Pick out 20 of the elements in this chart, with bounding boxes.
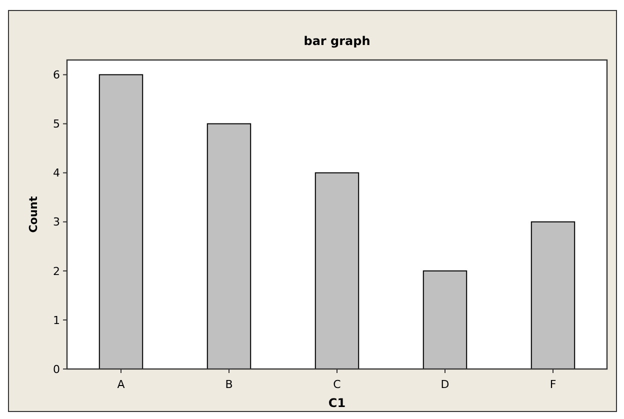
bar [422,270,468,370]
y-tick-label: 5 [53,118,60,131]
bar [530,221,576,370]
x-tick-label: D [440,378,450,391]
bar [98,74,144,370]
y-tick-label: 0 [53,362,60,376]
y-tick-label: 1 [53,314,60,327]
x-tick-label: C [333,378,342,391]
bar [206,123,252,370]
x-tick-label: A [117,378,126,391]
y-tick-label: 2 [53,264,60,278]
bar [314,172,360,370]
y-axis-title: Count [27,196,40,233]
y-tick-label: 3 [53,216,60,229]
x-axis-title: C1 [328,396,346,410]
chart-title: bar graph [304,34,370,48]
y-tick-label: 6 [53,68,60,82]
x-tick-label: B [225,378,233,391]
x-tick-label: F [550,378,556,391]
y-tick-label: 4 [53,166,60,180]
